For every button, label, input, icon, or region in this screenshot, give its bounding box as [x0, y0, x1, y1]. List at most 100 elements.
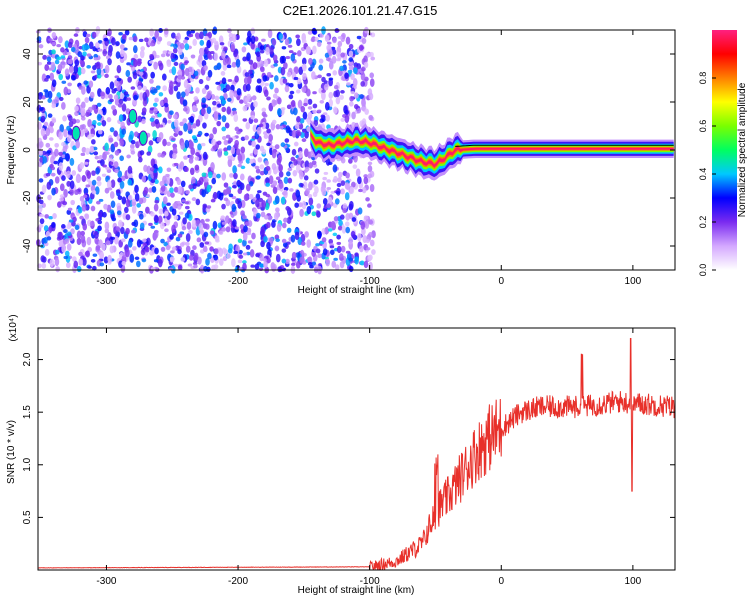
- spectrogram-cell: [204, 132, 209, 137]
- spectrogram-cell: [182, 118, 187, 124]
- spectrogram-cell: [138, 71, 144, 76]
- spectrogram-cell: [221, 227, 227, 232]
- spectrogram-cell: [81, 123, 86, 130]
- y-tick-label: -20: [22, 190, 33, 205]
- spectrogram-cell: [178, 130, 183, 136]
- spectrogram-cell: [332, 164, 338, 173]
- spectrogram-cell: [242, 252, 248, 256]
- spectrogram-cell: [141, 258, 147, 263]
- spectrogram-cell: [67, 59, 72, 65]
- spectrogram-cell: [333, 84, 339, 90]
- spectrogram-cell: [149, 53, 154, 60]
- spectrogram-cell: [157, 215, 163, 224]
- spectrogram-cell: [336, 245, 342, 254]
- spectrogram-cell: [83, 187, 89, 195]
- spectrogram-cell: [49, 72, 55, 81]
- spectrogram-cell: [66, 231, 72, 236]
- spectrogram-cell: [142, 85, 147, 92]
- spectrogram-cell: [326, 72, 332, 77]
- spectrogram-cell: [36, 36, 42, 42]
- spectrogram-cell: [127, 179, 132, 186]
- spectrogram-cell: [293, 159, 298, 166]
- spectrogram-cell: [263, 235, 268, 243]
- spectrogram-cell: [287, 167, 293, 172]
- spectrogram-cell: [62, 145, 68, 153]
- spectrogram-cell: [171, 246, 177, 251]
- spectrogram-cell: [41, 184, 47, 194]
- spectrogram-cell: [367, 173, 373, 179]
- spectrogram-cell: [203, 65, 208, 71]
- spectrogram-cell: [113, 130, 118, 137]
- spectrogram-cell: [109, 127, 115, 133]
- spectrogram-cell: [296, 50, 302, 57]
- spectrogram-cell: [201, 172, 207, 177]
- spectrogram-cell: [205, 218, 210, 222]
- spectrogram-cell: [204, 241, 210, 245]
- spectrogram-cell: [106, 116, 112, 123]
- spectrogram-cell: [96, 113, 102, 122]
- spectrogram-cell: [120, 49, 125, 58]
- spectrogram-cell: [66, 223, 72, 230]
- spectrogram-cell: [333, 216, 339, 222]
- spectrogram-cell: [227, 247, 233, 254]
- spectrogram-cell: [332, 70, 338, 76]
- spectrogram-cell: [330, 190, 336, 194]
- spectrogram-cell: [304, 160, 310, 169]
- spectrogram-cell: [64, 153, 70, 161]
- spectrogram-cell: [141, 118, 146, 125]
- spectrogram-cell: [51, 187, 56, 196]
- x-tick-label: 100: [625, 576, 642, 587]
- spectrogram-cell: [133, 53, 139, 59]
- spectrogram-cell: [69, 157, 75, 166]
- spectrogram-cell: [127, 239, 133, 248]
- spectrogram-cell: [125, 199, 131, 208]
- spectrogram-cell: [328, 238, 334, 245]
- spectrogram-cell: [210, 162, 215, 172]
- spectrogram-cell: [198, 79, 204, 85]
- spectrogram-cell: [275, 253, 281, 263]
- spectrogram-cell: [110, 179, 116, 188]
- spectrogram-cell: [107, 49, 113, 58]
- spectrogram-cell: [324, 52, 330, 58]
- spectrogram-cell: [282, 78, 288, 84]
- spectrogram-cell: [104, 221, 110, 231]
- spectrogram-cell: [149, 117, 155, 122]
- spectrogram-cell: [280, 142, 286, 148]
- spectrogram-cell: [216, 173, 221, 179]
- spectrogram-cell: [149, 78, 154, 84]
- spectrogram-cell: [298, 151, 303, 159]
- spectrogram-cell: [70, 199, 76, 206]
- spectrogram-cell: [154, 247, 159, 255]
- spectrogram-cell: [186, 84, 192, 93]
- spectrogram-cell: [77, 51, 83, 58]
- spectrogram-cell: [360, 106, 366, 111]
- spectrogram-cell: [285, 55, 291, 60]
- spectrogram-ridge: [71, 108, 674, 181]
- spectrogram-cell: [204, 84, 210, 90]
- spectrogram-cell: [173, 85, 179, 92]
- colorbar-ticks: 0.0 0.2 0.4 0.6 0.8: [698, 72, 716, 276]
- spectrogram-cell: [242, 260, 247, 264]
- spectrogram-cell: [201, 87, 207, 95]
- spectrogram-cell: [317, 253, 322, 259]
- spectrogram-cell: [233, 113, 239, 123]
- spectrogram-cell: [215, 81, 220, 85]
- spectrogram-cell: [44, 90, 50, 98]
- spectrogram-cell: [138, 156, 143, 163]
- spectrogram-cell: [69, 189, 74, 196]
- spectrogram-cell: [60, 55, 66, 59]
- spectrogram-cell: [54, 249, 60, 255]
- spectrogram-cell: [185, 233, 191, 242]
- spectrogram-cell: [306, 126, 311, 132]
- spectrogram-cell: [191, 176, 196, 185]
- spectrogram-cell: [176, 91, 181, 100]
- snr-frame: [37, 327, 676, 571]
- spectrogram-cell: [271, 149, 277, 159]
- spectrogram-cell: [357, 207, 363, 215]
- spectrogram-cell: [79, 129, 85, 137]
- spectrogram-cell: [84, 97, 89, 103]
- spectrogram-cell: [214, 95, 220, 101]
- spectrogram-cell: [93, 151, 99, 156]
- spectrogram-cell: [340, 180, 346, 186]
- spectrogram-cell: [284, 138, 290, 143]
